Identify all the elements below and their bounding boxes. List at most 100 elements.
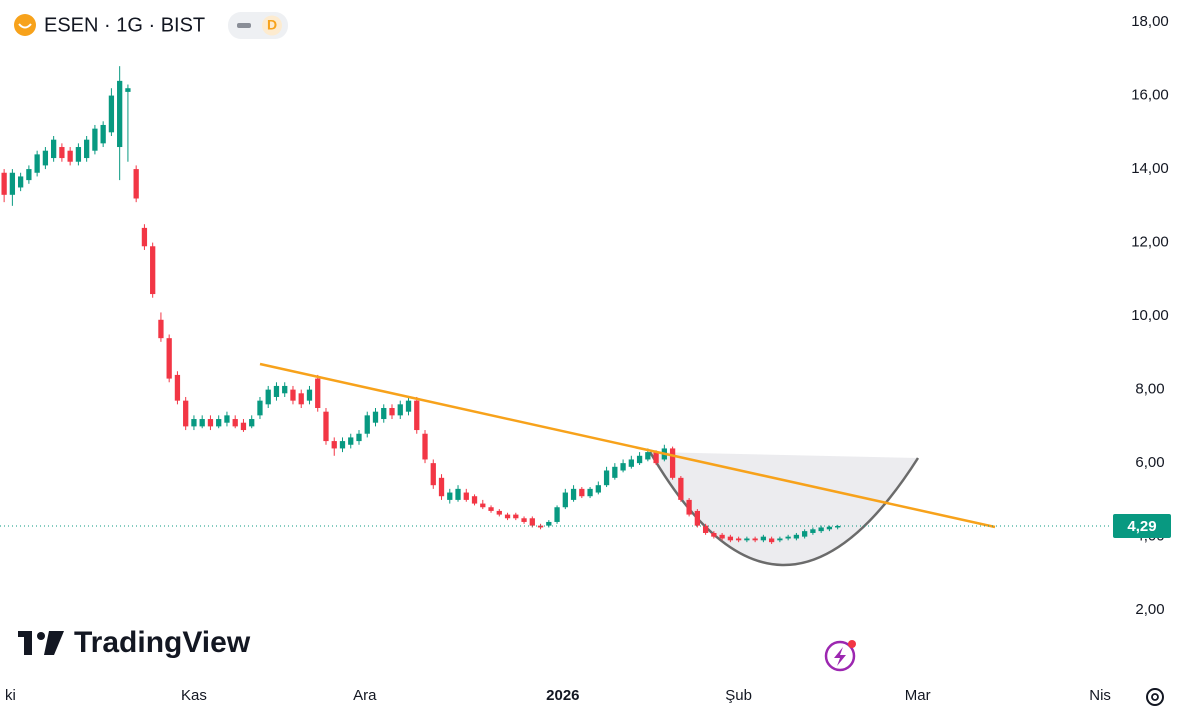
candle-body — [562, 492, 568, 508]
candle-body — [537, 525, 544, 528]
candle-body — [100, 124, 106, 144]
candle-body — [653, 452, 659, 464]
candle-body — [282, 385, 288, 394]
candle-body — [702, 525, 709, 533]
candle-body — [480, 503, 486, 508]
candle-body — [835, 525, 841, 528]
logo-part — [24, 631, 32, 655]
candle-body — [364, 415, 370, 434]
candle-body — [612, 466, 618, 478]
candle-body — [273, 385, 280, 397]
candle-body — [463, 492, 469, 500]
candle-body — [513, 514, 519, 519]
candle-body — [430, 463, 436, 486]
candle-body — [290, 389, 296, 401]
candle-body — [735, 538, 742, 541]
candle-body — [158, 319, 164, 339]
candle-body — [678, 477, 684, 500]
candle-body — [323, 411, 329, 442]
candles — [1, 66, 841, 544]
y-tick-label: 8,00 — [1135, 381, 1164, 398]
candle-body — [117, 80, 123, 148]
x-tick-label: Nis — [1089, 687, 1111, 704]
candle-body — [768, 538, 775, 543]
candle-body — [348, 437, 354, 445]
candle-body — [92, 128, 98, 151]
candle-body — [636, 455, 643, 464]
candle-body — [628, 459, 634, 467]
candle-body — [744, 538, 750, 541]
candle-body — [711, 532, 717, 537]
candle-body — [471, 496, 478, 504]
x-tick-label: Kas — [181, 687, 207, 704]
candle-body — [356, 433, 362, 442]
lightning-bolt — [834, 647, 846, 666]
candle-body — [26, 169, 32, 181]
candle-body — [554, 507, 560, 522]
watermark-logo — [18, 631, 64, 655]
candle-body — [546, 521, 552, 526]
last-price-label: 4,29 — [1127, 518, 1156, 535]
candle-body — [298, 393, 304, 405]
candle-body — [620, 463, 626, 471]
candle-body — [414, 400, 420, 431]
settings-icon[interactable] — [1146, 688, 1164, 706]
candle-body — [1, 172, 7, 195]
y-tick-label: 14,00 — [1131, 160, 1169, 177]
logo-part — [44, 631, 64, 655]
candle-body — [232, 419, 238, 427]
candle-body — [249, 419, 255, 427]
y-tick-label: 10,00 — [1131, 307, 1169, 324]
candle-body — [810, 529, 816, 533]
candle-body — [125, 88, 131, 92]
candle-body — [9, 172, 16, 195]
x-tick-label: 2026 — [546, 687, 579, 704]
candle-body — [84, 139, 90, 159]
candle-body — [521, 518, 527, 522]
candle-body — [75, 147, 82, 162]
y-tick-label: 16,00 — [1131, 87, 1169, 104]
y-tick-label: 18,00 — [1131, 13, 1169, 30]
candle-body — [339, 441, 346, 449]
candle-body — [397, 404, 403, 416]
candle-body — [455, 488, 461, 500]
candle-body — [579, 488, 585, 497]
candle-body — [405, 400, 412, 412]
candle-body — [240, 422, 247, 431]
candle-body — [529, 518, 535, 526]
candle-body — [595, 485, 601, 493]
candle-body — [496, 510, 502, 515]
candle-body — [760, 536, 767, 541]
x-tick-label: ki — [5, 687, 16, 704]
candle-body — [785, 536, 791, 539]
notification-dot — [848, 640, 856, 648]
symbol-logo-mark — [18, 23, 32, 29]
delay-badge-text: D — [267, 17, 277, 33]
lightning-icon[interactable] — [824, 640, 856, 672]
candle-body — [257, 400, 263, 416]
candle-body — [34, 154, 40, 173]
symbol-logo — [14, 14, 36, 36]
candle-body — [42, 150, 49, 166]
y-tick-label: 2,00 — [1135, 601, 1164, 618]
candle-body — [216, 419, 222, 427]
candle-body — [777, 538, 783, 541]
y-tick-label: 12,00 — [1131, 234, 1169, 251]
delay-badge — [262, 15, 282, 36]
x-tick-label: Ara — [353, 687, 377, 704]
candle-body — [587, 488, 593, 497]
candle-body — [150, 246, 156, 295]
candle-body — [67, 150, 73, 162]
candle-body — [686, 499, 692, 515]
x-tick-label: Şub — [725, 687, 752, 704]
candle-body — [422, 433, 428, 460]
candle-body — [51, 139, 57, 159]
logo-part — [37, 632, 45, 640]
candle-body — [818, 527, 824, 532]
candle-body — [265, 389, 271, 405]
candle-body — [133, 169, 139, 199]
candle-body — [381, 408, 387, 420]
